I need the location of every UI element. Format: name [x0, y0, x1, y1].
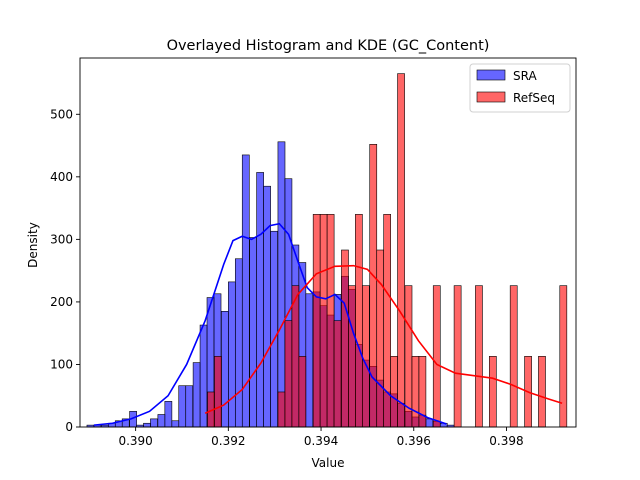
histogram-bar	[453, 285, 462, 428]
histogram-bar	[277, 141, 286, 428]
x-axis: 0.390 0.392 0.394 0.396 0.398	[118, 427, 524, 448]
y-tick-label: 300	[50, 232, 73, 246]
x-tick-label: 0.398	[489, 434, 523, 448]
y-axis-label: Density	[26, 222, 40, 268]
series-refseq-bars	[207, 73, 568, 428]
histogram-bar	[256, 172, 264, 428]
legend-swatch-sra	[476, 69, 506, 81]
y-tick-label: 200	[50, 295, 73, 309]
x-tick-label: 0.394	[304, 434, 338, 448]
histogram-bar	[425, 418, 434, 428]
histogram-bar	[270, 230, 278, 428]
histogram-bar	[411, 356, 420, 428]
y-tick-label: 400	[50, 170, 73, 184]
histogram-bar	[361, 285, 370, 428]
plot-area	[79, 57, 577, 428]
histogram-bar	[432, 285, 441, 428]
legend-label-refseq: RefSeq	[513, 91, 555, 105]
y-axis: 0 100 200 300 400 500	[50, 107, 80, 434]
histogram-bar	[192, 362, 201, 428]
histogram-bar	[397, 73, 405, 428]
histogram-bar	[150, 418, 158, 428]
histogram-bar	[157, 414, 166, 428]
histogram-bar	[509, 285, 518, 428]
histogram-bar	[355, 214, 363, 428]
x-tick-label: 0.392	[211, 434, 245, 448]
histogram-bar	[348, 285, 356, 428]
chart-title: Overlayed Histogram and KDE (GC_Content)	[167, 38, 490, 54]
histogram-bar	[341, 249, 349, 428]
histogram-bar	[376, 249, 385, 428]
histogram-bar	[171, 420, 180, 428]
histogram-bar	[475, 285, 483, 428]
x-tick-label: 0.396	[397, 434, 431, 448]
histogram-bar	[326, 214, 335, 428]
histogram-bar	[538, 356, 546, 428]
histogram-bar	[263, 185, 271, 428]
histogram-bar	[178, 385, 187, 428]
y-tick-label: 0	[65, 420, 73, 434]
histogram-bar	[214, 356, 222, 428]
y-tick-label: 500	[50, 107, 73, 121]
histogram-bar	[305, 293, 314, 428]
kde-line-sra	[93, 222, 447, 426]
histogram-bar	[199, 324, 208, 428]
legend-label-sra: SRA	[513, 69, 537, 83]
histogram-bar	[228, 281, 236, 428]
histogram-bar	[234, 258, 243, 428]
histogram-bar	[319, 214, 328, 428]
histogram-bar	[390, 356, 398, 428]
legend-swatch-refseq	[476, 91, 506, 103]
histogram-bar	[241, 154, 250, 428]
histogram-bar	[489, 356, 497, 428]
histogram-bar	[284, 320, 293, 428]
histogram-bar	[277, 391, 286, 428]
histogram-bar	[221, 310, 229, 428]
histogram-bar	[298, 356, 307, 428]
x-tick-label: 0.390	[118, 434, 152, 448]
histogram-bar	[333, 320, 342, 428]
histogram-bar	[185, 385, 194, 428]
histogram-bar	[369, 144, 378, 428]
histogram-bar	[249, 237, 258, 428]
x-axis-label: Value	[312, 456, 345, 470]
histogram-bar	[559, 285, 568, 428]
histogram-bar	[164, 401, 173, 428]
histogram-bar	[143, 422, 151, 428]
kde-line-refseq	[204, 264, 563, 414]
histogram-bar	[312, 214, 321, 428]
histogram-bar	[291, 285, 300, 428]
plot-frame	[79, 57, 577, 428]
legend: SRA RefSeq	[469, 63, 571, 113]
y-tick-label: 100	[50, 357, 73, 371]
